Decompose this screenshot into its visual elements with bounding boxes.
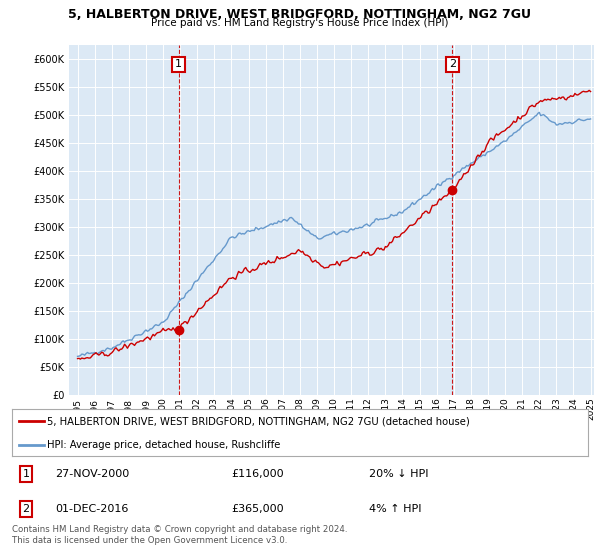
- Text: 5, HALBERTON DRIVE, WEST BRIDGFORD, NOTTINGHAM, NG2 7GU: 5, HALBERTON DRIVE, WEST BRIDGFORD, NOTT…: [68, 8, 532, 21]
- Text: 2: 2: [22, 504, 29, 514]
- Text: £116,000: £116,000: [231, 469, 284, 479]
- Text: 1: 1: [22, 469, 29, 479]
- Text: 01-DEC-2016: 01-DEC-2016: [55, 504, 128, 514]
- Text: £365,000: £365,000: [231, 504, 284, 514]
- Text: 2: 2: [449, 59, 456, 69]
- Text: HPI: Average price, detached house, Rushcliffe: HPI: Average price, detached house, Rush…: [47, 440, 280, 450]
- Text: 1: 1: [175, 59, 182, 69]
- Text: 4% ↑ HPI: 4% ↑ HPI: [369, 504, 422, 514]
- Text: Contains HM Land Registry data © Crown copyright and database right 2024.
This d: Contains HM Land Registry data © Crown c…: [12, 525, 347, 545]
- Text: 20% ↓ HPI: 20% ↓ HPI: [369, 469, 428, 479]
- Text: Price paid vs. HM Land Registry's House Price Index (HPI): Price paid vs. HM Land Registry's House …: [151, 18, 449, 29]
- Text: 27-NOV-2000: 27-NOV-2000: [55, 469, 130, 479]
- Text: 5, HALBERTON DRIVE, WEST BRIDGFORD, NOTTINGHAM, NG2 7GU (detached house): 5, HALBERTON DRIVE, WEST BRIDGFORD, NOTT…: [47, 416, 469, 426]
